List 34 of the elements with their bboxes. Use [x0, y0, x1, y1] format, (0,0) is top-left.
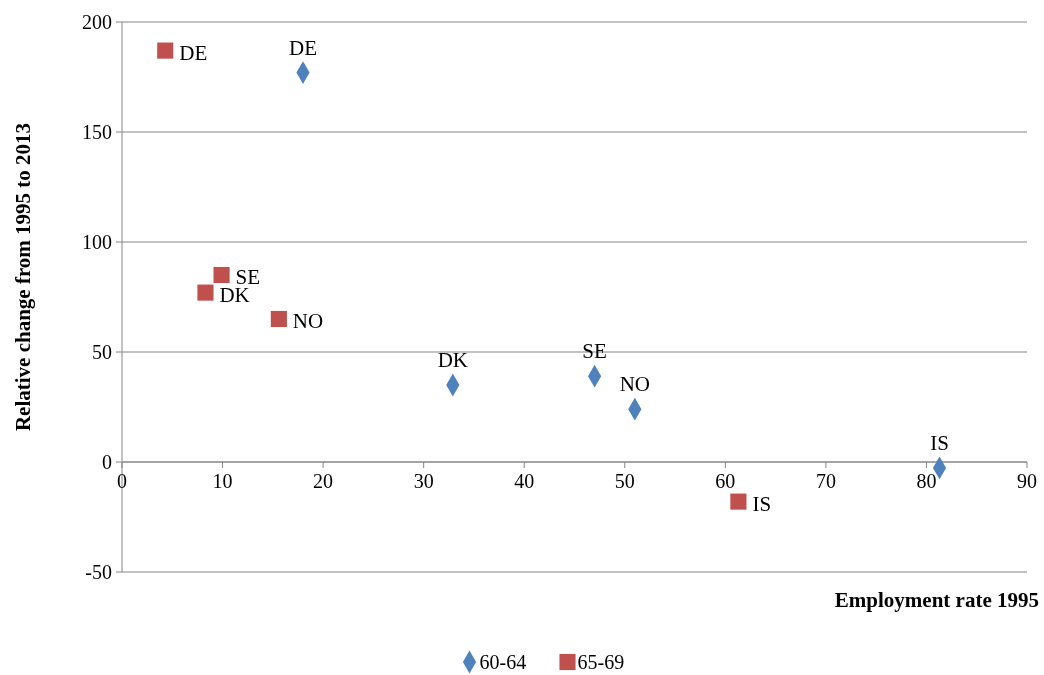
- x-tick-label: 40: [514, 470, 535, 492]
- y-tick-label: 150: [82, 121, 112, 143]
- y-tick-label: 100: [82, 231, 112, 253]
- x-tick-label: 10: [212, 470, 233, 492]
- annotation: DE: [179, 41, 208, 66]
- legend-label: 60-64: [479, 651, 527, 673]
- x-tick-label: 30: [413, 470, 434, 492]
- point: [270, 310, 287, 328]
- annotation: NO: [292, 309, 324, 334]
- point: [157, 42, 174, 59]
- x-tick-label: 50: [614, 470, 635, 492]
- y-tick-label: 0: [102, 451, 112, 473]
- x-tick-label: 20: [313, 470, 334, 492]
- x-tick-label: 90: [1017, 470, 1037, 492]
- annotation: NO: [619, 372, 651, 397]
- x-axis-title: Employment rate 1995: [834, 588, 1039, 612]
- y-tick-label: 200: [82, 11, 112, 33]
- point: [730, 493, 747, 510]
- annotation: IS: [752, 492, 772, 517]
- annotation: DE: [289, 35, 317, 60]
- annotation: DK: [437, 348, 468, 372]
- annotation: IS: [930, 430, 949, 455]
- legend-label: 65-69: [577, 651, 625, 673]
- x-tick-label: 80: [916, 470, 937, 492]
- y-axis-title: Relative change from 1995 to 2013: [11, 122, 35, 432]
- x-tick-label: 70: [815, 470, 836, 492]
- y-tick-label: -50: [85, 561, 112, 583]
- x-tick-label: 60: [715, 470, 736, 492]
- x-tick-label: 0: [117, 470, 127, 492]
- y-tick-label: 50: [92, 341, 112, 363]
- annotation: SE: [582, 339, 607, 364]
- point: [197, 284, 214, 301]
- annotation: DK: [219, 283, 250, 308]
- point: [213, 266, 230, 284]
